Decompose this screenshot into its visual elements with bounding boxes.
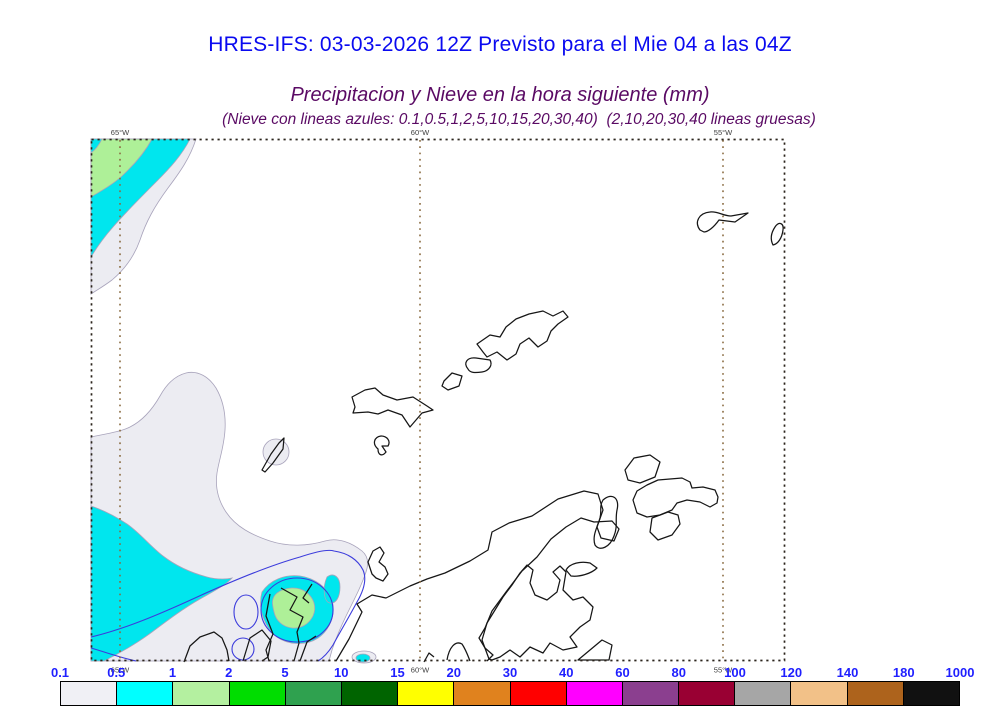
colorbar-level-label: 1 [168, 665, 177, 680]
coastline [624, 454, 661, 484]
colorbar-segment [509, 682, 566, 705]
longitude-label: 65°W [111, 128, 130, 137]
coastline [476, 310, 569, 361]
precip-area-cyan [90, 138, 103, 154]
colorbar-level-label: 180 [892, 665, 915, 680]
snow-contour [233, 594, 259, 630]
coastline [481, 564, 594, 661]
colorbar-labels: 0.1 0.5 1 2 5 10 15 20 30 40 60 80 100 120 140 180 1000 [0, 665, 1000, 681]
coastline [265, 593, 274, 662]
coastline [367, 546, 389, 582]
map-subtitle: Precipitacion y Nieve en la hora siguien… [290, 84, 710, 106]
colorbar-level-label: 0.5 [107, 665, 126, 680]
colorbar-level-label: 140 [836, 665, 859, 680]
coastlines [183, 211, 784, 663]
snow-contour [90, 549, 366, 662]
colorbar-segment [61, 682, 117, 705]
coastline [446, 642, 471, 662]
coastline [242, 629, 272, 662]
precip-areas [90, 138, 377, 664]
colorbar-segment [116, 682, 173, 705]
coastline [280, 587, 304, 662]
colorbar-segment [902, 682, 959, 705]
precip-area-cyan [323, 574, 341, 604]
snow-contour [260, 577, 334, 643]
precip-area-cyan [355, 653, 371, 663]
precip-area-cyan [90, 505, 234, 662]
colorbar-level-label: 2 [225, 665, 233, 680]
coastline [299, 635, 317, 662]
colorbar [60, 681, 960, 706]
precip-area-green [272, 587, 316, 629]
meridian-grid: 65°W 65°W 60°W 60°W 55°W 55°W [111, 128, 733, 675]
longitude-label: 55°W [714, 128, 733, 137]
coastline [261, 437, 285, 473]
colorbar-segment [228, 682, 285, 705]
colorbar-level-label: 120 [780, 665, 803, 680]
map-frame [90, 138, 786, 662]
coastline [351, 387, 434, 428]
weather-map: 65°W 65°W 60°W 60°W 55°W 55°W [90, 128, 786, 675]
longitude-label: 55°W [714, 666, 733, 675]
colorbar-level-label: 10 [334, 665, 349, 680]
colorbar-level-label: 20 [446, 665, 461, 680]
colorbar-segment [734, 682, 791, 705]
colorbar-level-label: 5 [281, 665, 289, 680]
colorbar-level-label: 15 [390, 665, 405, 680]
coastline [441, 372, 463, 391]
longitude-label: 60°W [411, 666, 430, 675]
coastline [183, 631, 230, 663]
colorbar-segment [453, 682, 510, 705]
coastline [770, 222, 784, 246]
colorbar-segment [565, 682, 622, 705]
colorbar-level-label: 80 [671, 665, 686, 680]
colorbar-segment [172, 682, 229, 705]
colorbar-segment [621, 682, 679, 705]
precip-area-light [262, 438, 290, 466]
coastline [632, 477, 719, 518]
colorbar-segment [284, 682, 341, 705]
colorbar-level-label: 40 [559, 665, 574, 680]
colorbar-segment [678, 682, 735, 705]
coastline [302, 583, 313, 604]
colorbar-level-label: 60 [615, 665, 630, 680]
coastline [649, 511, 681, 541]
coastline [423, 652, 435, 663]
coastline [465, 357, 492, 374]
coastline [593, 495, 619, 549]
longitude-label: 60°W [411, 128, 430, 137]
coastline [565, 561, 598, 577]
colorbar-segment [340, 682, 398, 705]
colorbar-level-label: 1000 [945, 665, 975, 680]
legend-note: (Nieve con lineas azules: 0.1,0.5,1,2,5,… [222, 111, 816, 128]
colorbar-level-label: 30 [502, 665, 518, 680]
colorbar-segment [397, 682, 454, 705]
colorbar-level-label: 0.1 [50, 665, 70, 680]
colorbar-segment [846, 682, 903, 705]
precip-area-green [90, 138, 153, 198]
coastline [696, 211, 749, 233]
page-title: HRES-IFS: 03-03-2026 12Z Previsto para e… [208, 33, 792, 56]
colorbar-segment [790, 682, 847, 705]
longitude-label: 65°W [111, 666, 130, 675]
coastline [577, 639, 613, 661]
colorbar-level-label: 100 [724, 665, 746, 680]
coastline [373, 435, 390, 456]
